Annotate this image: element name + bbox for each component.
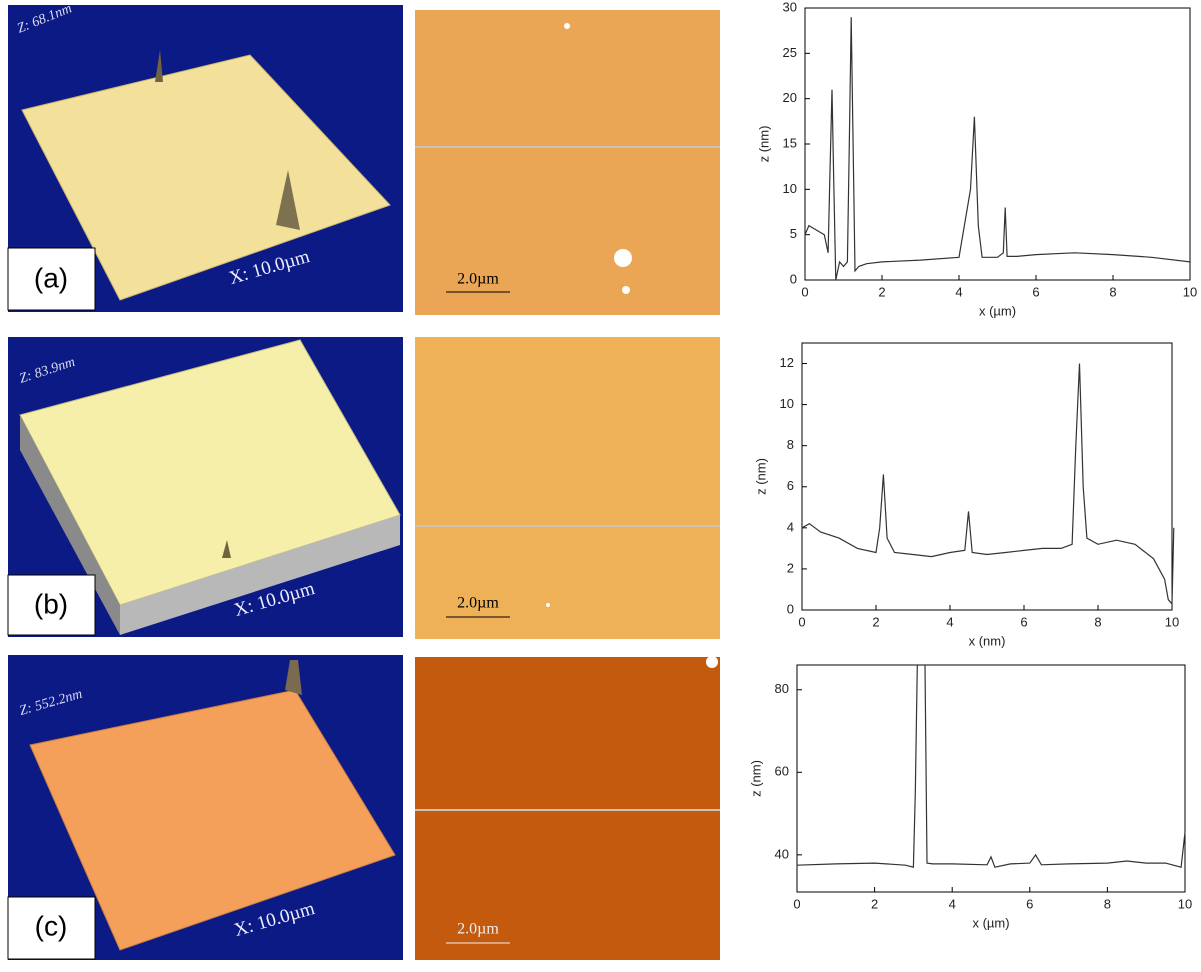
- x-tick-label: 8: [1109, 284, 1116, 299]
- profile-line: [801, 363, 1175, 606]
- y-axis-label: z (nm): [753, 458, 768, 495]
- x-tick-label: 0: [793, 896, 800, 911]
- surface-3d: Z: 552.2nm X: 10.0µm (c): [7, 655, 403, 960]
- profile-line: [796, 664, 1186, 868]
- profile-line: [804, 17, 1191, 281]
- y-axis-label: z (nm): [748, 760, 763, 797]
- y-tick-label: 40: [775, 846, 789, 861]
- panel-label: (a): [34, 262, 68, 293]
- x-tick-label: 2: [872, 614, 879, 629]
- y-tick-label: 10: [780, 396, 794, 411]
- x-tick-label: 0: [798, 614, 805, 629]
- x-tick-label: 4: [949, 896, 956, 911]
- x-tick-label: 10: [1183, 284, 1197, 299]
- plot-frame: [801, 342, 1173, 611]
- y-tick-label: 2: [787, 560, 794, 575]
- plot-frame: [796, 664, 1186, 893]
- x-tick-label: 2: [871, 896, 878, 911]
- y-tick-label: 0: [790, 271, 797, 286]
- y-tick-label: 25: [783, 45, 797, 60]
- y-tick-label: 60: [775, 764, 789, 779]
- y-tick-label: 0: [787, 601, 794, 616]
- scale-bar: 2.0µm: [457, 921, 499, 938]
- surface-3d: Z: 83.9nm X: 10.0µm (b): [7, 337, 403, 637]
- surface-3d: Z: 68.1nm X: 10.0µm (a): [7, 1, 403, 312]
- x-tick-label: 4: [946, 614, 953, 629]
- afm-image: 2.0µm: [415, 337, 720, 639]
- plot-frame: [804, 7, 1191, 281]
- x-tick-label: 6: [1026, 896, 1033, 911]
- y-tick-label: 5: [790, 226, 797, 241]
- y-tick-label: 12: [780, 355, 794, 370]
- x-tick-label: 8: [1094, 614, 1101, 629]
- y-tick-label: 4: [787, 519, 794, 534]
- x-tick-label: 6: [1020, 614, 1027, 629]
- y-tick-label: 80: [775, 681, 789, 696]
- x-axis-label: x (µm): [979, 303, 1016, 318]
- x-tick-label: 6: [1032, 284, 1039, 299]
- x-tick-label: 10: [1178, 896, 1192, 911]
- x-tick-label: 2: [878, 284, 885, 299]
- y-tick-label: 8: [787, 437, 794, 452]
- x-tick-label: 10: [1165, 614, 1179, 629]
- y-tick-label: 6: [787, 478, 794, 493]
- y-axis-label: z (nm): [756, 126, 771, 163]
- scale-bar: 2.0µm: [457, 595, 499, 612]
- x-axis-label: x (µm): [972, 915, 1009, 930]
- y-tick-label: 30: [783, 0, 797, 14]
- panel-label: (b): [34, 588, 68, 619]
- y-tick-label: 20: [783, 90, 797, 105]
- y-tick-label: 10: [783, 181, 797, 196]
- afm-image: 2.0µm: [415, 656, 720, 960]
- x-tick-label: 4: [955, 284, 962, 299]
- x-axis-label: x (nm): [969, 633, 1006, 648]
- y-tick-label: 15: [783, 135, 797, 150]
- scale-bar: 2.0µm: [457, 271, 499, 288]
- panel-label: (c): [35, 910, 68, 941]
- x-tick-label: 0: [801, 284, 808, 299]
- x-tick-label: 8: [1104, 896, 1111, 911]
- afm-image: 2.0µm: [415, 10, 720, 315]
